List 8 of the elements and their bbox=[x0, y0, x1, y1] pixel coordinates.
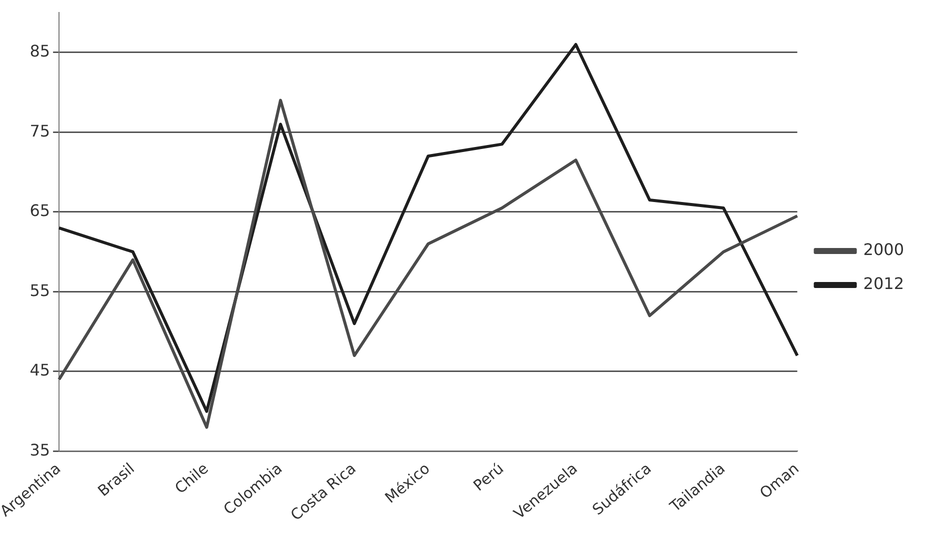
y-tick-label: 45 bbox=[30, 360, 50, 380]
y-tick-label: 75 bbox=[30, 121, 50, 140]
legend-label: 2000 bbox=[863, 240, 904, 260]
y-tick-label: 65 bbox=[30, 201, 50, 220]
y-tick-label: 55 bbox=[30, 280, 50, 300]
legend-label: 2012 bbox=[863, 274, 904, 294]
y-tick-label: 85 bbox=[30, 42, 50, 61]
y-tick-label: 35 bbox=[30, 440, 50, 460]
